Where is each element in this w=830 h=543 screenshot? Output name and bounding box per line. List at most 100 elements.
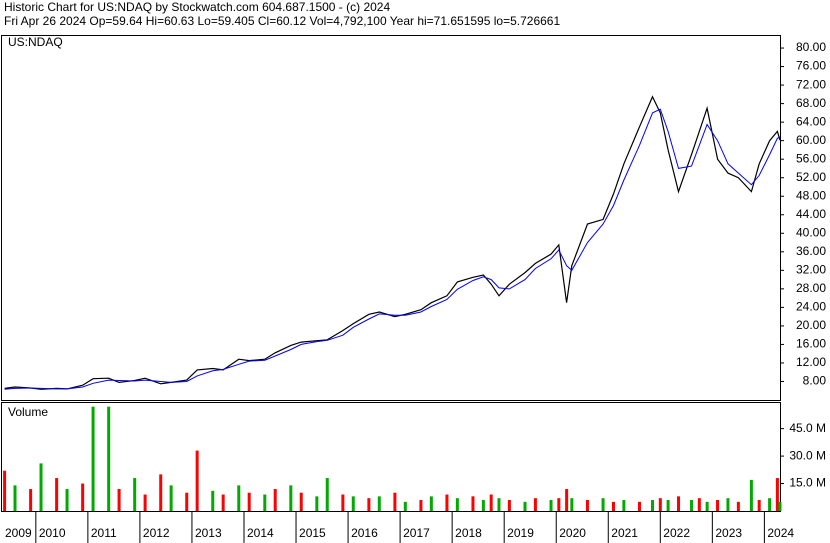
volume-bar xyxy=(533,498,537,511)
volume-bar xyxy=(367,498,371,511)
volume-bar xyxy=(195,450,199,511)
volume-bar xyxy=(481,500,485,511)
volume-bar xyxy=(221,494,225,511)
volume-bar xyxy=(351,496,355,511)
y-tick-label: 52.00 xyxy=(796,170,826,184)
x-tick-label: 2015 xyxy=(299,526,326,540)
y-tick-label: 16.00 xyxy=(796,337,826,351)
volume-bar xyxy=(429,496,433,511)
volume-bar xyxy=(768,498,772,511)
x-tick-label: 2023 xyxy=(715,526,742,540)
volume-bar xyxy=(237,485,241,511)
volume-bar xyxy=(523,501,527,511)
volume-bar xyxy=(81,483,85,511)
volume-bar xyxy=(289,485,293,511)
x-tick-label: 2013 xyxy=(195,526,222,540)
volume-bar xyxy=(697,498,701,511)
volume-bar xyxy=(677,496,681,511)
x-tick-label: 2016 xyxy=(351,526,378,540)
y-tick-label: 72.00 xyxy=(796,77,826,91)
volume-bar xyxy=(565,489,569,511)
volume-bar xyxy=(601,498,605,511)
y-tick-label: 24.00 xyxy=(796,300,826,314)
volume-bar xyxy=(749,479,753,511)
volume-bar xyxy=(497,498,501,511)
volume-frame xyxy=(1,402,781,512)
y-tick-label: 20.00 xyxy=(796,318,826,332)
volume-bar xyxy=(585,500,589,511)
volume-bar xyxy=(403,501,407,511)
price-line xyxy=(4,108,781,390)
volume-bar xyxy=(315,496,319,511)
x-tick-label: 2021 xyxy=(611,526,638,540)
volume-bar xyxy=(159,474,163,511)
volume-bar xyxy=(471,496,475,511)
header-line-2: Fri Apr 26 2024 Op=59.64 Hi=60.63 Lo=59.… xyxy=(4,14,560,28)
volume-bar xyxy=(549,500,553,511)
volume-bar xyxy=(91,406,95,511)
volume-bar xyxy=(611,501,615,511)
symbol-label: US:NDAQ xyxy=(8,35,63,49)
volume-bar xyxy=(55,478,59,511)
y-tick-label: 68.00 xyxy=(796,96,826,110)
volume-bar xyxy=(107,406,111,511)
y-tick-label: 60.00 xyxy=(796,133,826,147)
volume-bar xyxy=(705,501,709,511)
x-tick-label: 2022 xyxy=(663,526,690,540)
volume-bar xyxy=(489,494,493,511)
volume-bar xyxy=(133,478,137,511)
volume-bar xyxy=(445,494,449,511)
y-tick-label: 36.00 xyxy=(796,244,826,258)
volume-bar xyxy=(736,501,740,511)
volume-bar xyxy=(690,500,694,511)
x-tick-label: 2019 xyxy=(507,526,534,540)
volume-bar xyxy=(211,490,215,511)
volume-bar xyxy=(3,470,7,511)
volume-bar xyxy=(507,500,511,511)
y-tick-label: 28.00 xyxy=(796,281,826,295)
volume-bar xyxy=(39,463,43,511)
y-tick-label: 32.00 xyxy=(796,263,826,277)
volume-bar xyxy=(247,492,251,511)
volume-bar xyxy=(622,500,626,511)
volume-bar xyxy=(185,492,189,511)
y-tick-label: 30.0 M xyxy=(789,448,826,462)
volume-bar xyxy=(143,494,147,511)
y-tick-label: 12.00 xyxy=(796,355,826,369)
volume-bar xyxy=(637,501,641,511)
volume-bar xyxy=(455,498,459,511)
volume-bar xyxy=(341,494,345,511)
volume-bar xyxy=(65,489,69,511)
volume-bar xyxy=(666,500,670,511)
volume-bar xyxy=(325,478,329,511)
x-tick-label: 2014 xyxy=(247,526,274,540)
volume-bar xyxy=(757,500,761,511)
volume-bar xyxy=(29,489,33,511)
y-tick-label: 48.00 xyxy=(796,188,826,202)
volume-bar xyxy=(778,501,782,511)
y-tick-label: 64.00 xyxy=(796,114,826,128)
x-tick-label: 2012 xyxy=(143,526,170,540)
x-tick-label: 2009 xyxy=(5,526,32,540)
volume-bar xyxy=(169,485,173,511)
volume-label: Volume xyxy=(8,405,48,419)
volume-bar xyxy=(775,478,779,511)
x-tick-label: 2024 xyxy=(767,526,794,540)
volume-bar xyxy=(716,500,720,511)
volume-bar xyxy=(117,489,121,511)
x-tick-label: 2011 xyxy=(91,526,117,540)
volume-bar xyxy=(273,489,277,511)
y-tick-label: 56.00 xyxy=(796,151,826,165)
header-line-1: Historic Chart for US:NDAQ by Stockwatch… xyxy=(4,0,390,14)
volume-bar xyxy=(263,494,267,511)
volume-bar xyxy=(651,500,655,511)
volume-bar xyxy=(393,492,397,511)
y-tick-label: 40.00 xyxy=(796,225,826,239)
x-tick-label: 2020 xyxy=(559,526,586,540)
x-tick-label: 2010 xyxy=(39,526,66,540)
volume-bar xyxy=(377,496,381,511)
y-tick-label: 15.0 M xyxy=(789,476,826,490)
volume-bar xyxy=(658,498,662,511)
y-tick-label: 76.00 xyxy=(796,59,826,73)
